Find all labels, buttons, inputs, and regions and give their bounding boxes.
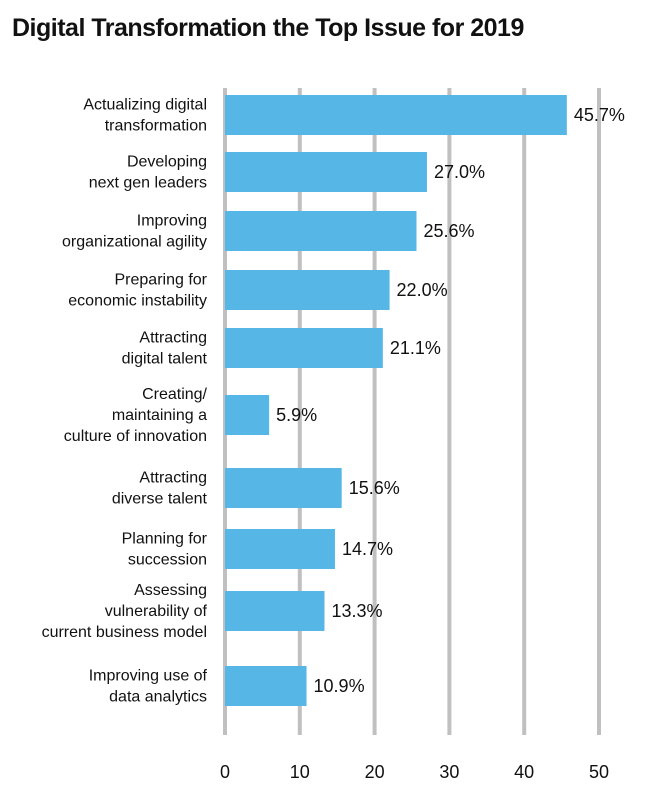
data-label: 22.0% [397,280,448,300]
bar [225,211,417,251]
category-label: Planning for succession [122,531,208,569]
bar [225,395,270,435]
bar [225,529,335,569]
bar [225,95,567,135]
category-label: Preparing for economic instability [68,272,207,310]
category-label: Attracting diverse talent [112,470,208,508]
x-tick-label: 30 [439,762,459,782]
x-tick-label: 40 [514,762,534,782]
category-label: Creating/maintaining a culture of innovat… [64,386,208,445]
data-label: 10.9% [314,676,365,696]
chart-title: Digital Transformation the Top Issue for… [12,14,524,42]
data-label: 15.6% [349,478,400,498]
data-label: 5.9% [276,405,317,425]
data-label: 21.1% [390,338,441,358]
x-tick-label: 10 [290,762,310,782]
category-label: Assessing vulnerability of current busines… [42,582,208,641]
x-tick-label: 0 [220,762,230,782]
x-tick-label: 20 [365,762,385,782]
category-label: Improving use of data analytics [89,668,208,706]
bar [225,468,342,508]
category-label: Actualizing digital transformation [83,97,207,135]
bar [225,591,325,631]
data-label: 25.6% [423,221,474,241]
data-label: 45.7% [574,105,625,125]
bar [225,666,307,706]
x-tick-label: 50 [589,762,609,782]
category-label: Improving organizational agility [62,213,207,251]
data-label: 13.3% [331,601,382,621]
category-label: Attracting digital talent [122,330,208,368]
data-label: 27.0% [434,162,485,182]
category-label: Developing next gen leaders [89,154,207,192]
bar [225,152,427,192]
data-label: 14.7% [342,539,393,559]
bar [225,328,383,368]
bar [225,270,390,310]
